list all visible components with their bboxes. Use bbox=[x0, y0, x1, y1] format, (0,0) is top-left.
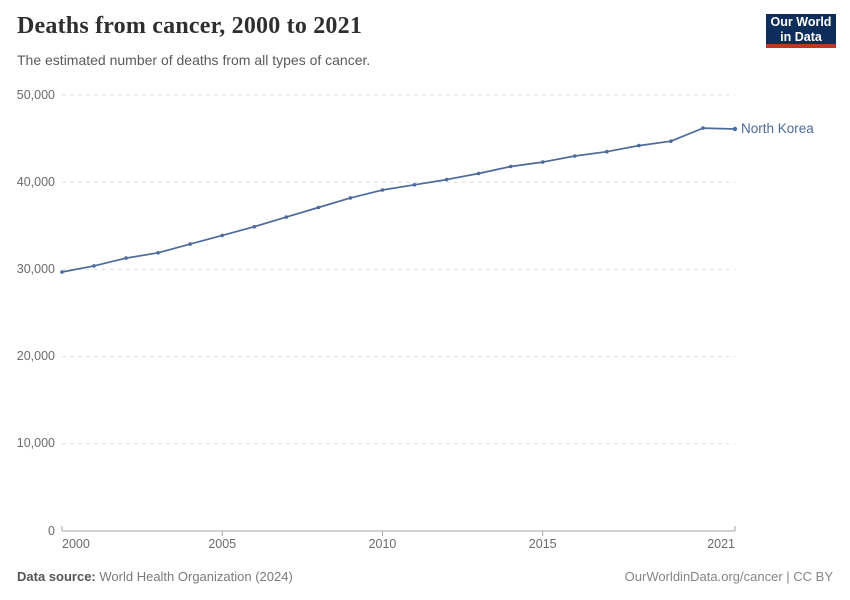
data-point[interactable] bbox=[188, 242, 192, 246]
y-axis-tick-label: 30,000 bbox=[16, 261, 55, 276]
data-point[interactable] bbox=[380, 188, 385, 192]
series-label-north-korea[interactable]: North Korea bbox=[741, 121, 814, 136]
data-source-note: Data source: World Health Organization (… bbox=[17, 569, 293, 584]
x-axis-tick-label: 2005 bbox=[208, 537, 237, 551]
data-point[interactable] bbox=[669, 139, 673, 143]
chart-title: Deaths from cancer, 2000 to 2021 bbox=[17, 13, 363, 39]
chart-subtitle: The estimated number of deaths from all … bbox=[17, 52, 371, 68]
y-axis-tick-label: 20,000 bbox=[16, 349, 55, 364]
data-source-label: Data source: bbox=[17, 569, 96, 584]
y-axis-tick-label: 50,000 bbox=[16, 87, 55, 102]
y-axis-tick-label: 0 bbox=[48, 523, 55, 538]
data-point[interactable] bbox=[60, 270, 64, 274]
data-source-value: World Health Organization (2024) bbox=[99, 569, 293, 584]
x-axis-tick-label: 2015 bbox=[528, 537, 557, 551]
attribution-link[interactable]: OurWorldinData.org/cancer | CC BY bbox=[624, 569, 833, 584]
data-point[interactable] bbox=[637, 143, 641, 148]
data-point[interactable] bbox=[412, 183, 417, 187]
owid-logo[interactable]: Our World in Data bbox=[766, 14, 836, 48]
owid-logo-line1: Our World bbox=[770, 15, 832, 29]
data-point[interactable] bbox=[573, 154, 577, 158]
data-point[interactable] bbox=[284, 215, 289, 219]
data-point[interactable] bbox=[92, 264, 96, 268]
data-point[interactable] bbox=[701, 126, 705, 130]
y-axis-tick-label: 40,000 bbox=[16, 174, 55, 189]
data-point[interactable] bbox=[348, 196, 353, 200]
chart-footer: Data source: World Health Organization (… bbox=[17, 569, 833, 584]
data-point[interactable] bbox=[508, 164, 513, 169]
x-axis-tick-label: 2021 bbox=[707, 537, 735, 551]
trend-line[interactable] bbox=[61, 127, 736, 273]
data-point[interactable] bbox=[732, 126, 738, 132]
data-point[interactable] bbox=[252, 224, 257, 229]
data-point[interactable] bbox=[605, 149, 609, 154]
owid-logo-line2: in Data bbox=[780, 29, 822, 44]
data-point[interactable] bbox=[124, 256, 128, 260]
data-point[interactable] bbox=[316, 205, 321, 210]
data-point[interactable] bbox=[220, 233, 224, 238]
y-axis-tick-label: 10,000 bbox=[16, 436, 55, 451]
data-point[interactable] bbox=[476, 171, 481, 176]
data-point[interactable] bbox=[156, 251, 160, 255]
x-axis-tick-label: 2010 bbox=[368, 537, 397, 551]
data-point[interactable] bbox=[444, 177, 449, 182]
data-point[interactable] bbox=[540, 160, 545, 164]
x-axis-tick-label: 2000 bbox=[62, 537, 90, 551]
